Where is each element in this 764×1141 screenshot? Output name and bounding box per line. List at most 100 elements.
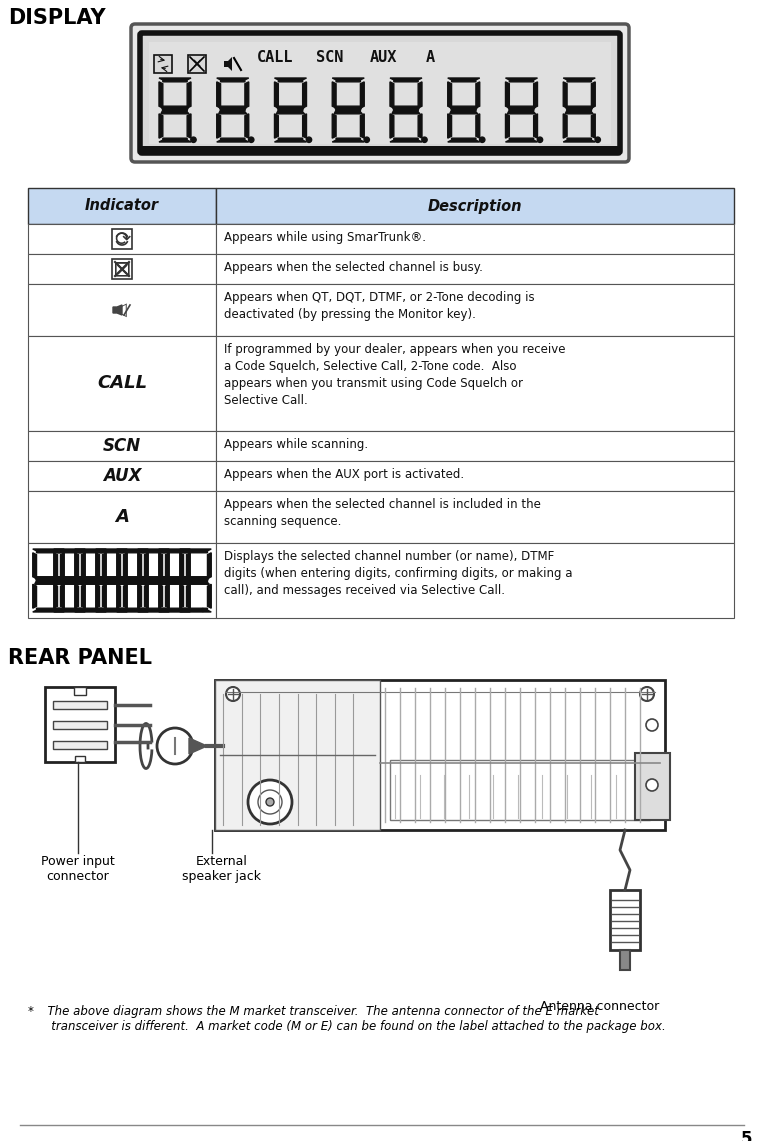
Polygon shape bbox=[144, 584, 148, 608]
Polygon shape bbox=[303, 114, 306, 138]
Polygon shape bbox=[533, 114, 538, 138]
Circle shape bbox=[306, 137, 312, 143]
Polygon shape bbox=[76, 581, 105, 584]
Circle shape bbox=[266, 798, 274, 806]
Polygon shape bbox=[245, 82, 249, 108]
Polygon shape bbox=[390, 82, 393, 108]
Bar bbox=[53, 701, 107, 709]
Polygon shape bbox=[277, 106, 305, 110]
Polygon shape bbox=[224, 57, 232, 71]
Text: The above diagram shows the M market transceiver.  The antenna connector of the : The above diagram shows the M market tra… bbox=[40, 1005, 665, 1033]
Text: Antenna connector: Antenna connector bbox=[540, 1000, 659, 1013]
Polygon shape bbox=[533, 82, 538, 108]
Bar bbox=[215, 680, 380, 830]
Bar bbox=[28, 543, 216, 618]
Polygon shape bbox=[53, 552, 57, 578]
Polygon shape bbox=[166, 552, 170, 578]
Bar bbox=[216, 491, 734, 543]
Bar bbox=[112, 259, 132, 280]
Polygon shape bbox=[138, 549, 170, 552]
Bar bbox=[53, 741, 107, 748]
Polygon shape bbox=[187, 114, 191, 138]
Polygon shape bbox=[563, 78, 595, 82]
Circle shape bbox=[364, 137, 370, 143]
Polygon shape bbox=[332, 114, 336, 138]
Bar bbox=[215, 680, 665, 830]
Text: SCN: SCN bbox=[316, 50, 344, 65]
Text: Appears when QT, DQT, DTMF, or 2-Tone decoding is
deactivated (by pressing the M: Appears when QT, DQT, DTMF, or 2-Tone de… bbox=[224, 291, 535, 321]
Polygon shape bbox=[180, 549, 212, 552]
Polygon shape bbox=[33, 584, 37, 608]
Polygon shape bbox=[117, 552, 121, 578]
Polygon shape bbox=[96, 584, 99, 608]
Polygon shape bbox=[82, 584, 86, 608]
Polygon shape bbox=[217, 82, 221, 108]
Polygon shape bbox=[390, 78, 422, 82]
Polygon shape bbox=[448, 114, 452, 138]
Text: REAR PANEL: REAR PANEL bbox=[8, 648, 152, 667]
Text: Appears when the selected channel is busy.: Appears when the selected channel is bus… bbox=[224, 261, 483, 274]
Polygon shape bbox=[217, 78, 249, 82]
Bar bbox=[620, 950, 630, 970]
Polygon shape bbox=[361, 114, 364, 138]
Polygon shape bbox=[361, 82, 364, 108]
Polygon shape bbox=[303, 82, 306, 108]
Polygon shape bbox=[160, 581, 189, 584]
Polygon shape bbox=[98, 581, 125, 584]
Polygon shape bbox=[219, 106, 247, 110]
Polygon shape bbox=[117, 584, 121, 608]
Polygon shape bbox=[186, 552, 190, 578]
FancyBboxPatch shape bbox=[131, 24, 629, 162]
Polygon shape bbox=[160, 576, 189, 581]
Polygon shape bbox=[113, 305, 122, 315]
Circle shape bbox=[160, 608, 162, 612]
Polygon shape bbox=[186, 584, 190, 608]
Polygon shape bbox=[159, 114, 163, 138]
Polygon shape bbox=[182, 581, 209, 584]
Circle shape bbox=[248, 780, 292, 824]
Polygon shape bbox=[140, 576, 167, 581]
Polygon shape bbox=[208, 552, 212, 578]
Polygon shape bbox=[334, 106, 362, 110]
Polygon shape bbox=[161, 106, 189, 110]
Bar bbox=[635, 753, 670, 820]
Circle shape bbox=[96, 608, 99, 612]
Bar bbox=[45, 687, 115, 762]
Polygon shape bbox=[33, 549, 64, 552]
Bar bbox=[28, 461, 216, 491]
Polygon shape bbox=[506, 138, 538, 141]
Polygon shape bbox=[448, 78, 480, 82]
Text: ✕: ✕ bbox=[192, 57, 202, 71]
Polygon shape bbox=[591, 114, 595, 138]
Polygon shape bbox=[34, 581, 63, 584]
Bar bbox=[216, 543, 734, 618]
Text: Appears when the AUX port is activated.: Appears when the AUX port is activated. bbox=[224, 468, 464, 482]
Polygon shape bbox=[392, 110, 420, 114]
Polygon shape bbox=[33, 552, 37, 578]
Circle shape bbox=[191, 137, 196, 143]
Polygon shape bbox=[187, 82, 191, 108]
Text: ⟳: ⟳ bbox=[114, 229, 130, 249]
Polygon shape bbox=[53, 608, 86, 612]
Polygon shape bbox=[565, 106, 594, 110]
Bar bbox=[28, 188, 216, 224]
Polygon shape bbox=[448, 82, 452, 108]
Circle shape bbox=[180, 608, 183, 612]
Polygon shape bbox=[166, 584, 170, 608]
Polygon shape bbox=[563, 114, 567, 138]
Polygon shape bbox=[75, 584, 79, 608]
Polygon shape bbox=[334, 110, 362, 114]
Polygon shape bbox=[60, 552, 64, 578]
Circle shape bbox=[226, 687, 240, 701]
Text: A: A bbox=[115, 508, 129, 526]
Circle shape bbox=[202, 608, 204, 612]
Polygon shape bbox=[448, 138, 480, 141]
Text: SCN: SCN bbox=[103, 437, 141, 455]
Polygon shape bbox=[159, 138, 191, 141]
Bar bbox=[74, 687, 86, 695]
Polygon shape bbox=[138, 552, 141, 578]
FancyBboxPatch shape bbox=[140, 33, 620, 153]
Polygon shape bbox=[53, 584, 57, 608]
Polygon shape bbox=[450, 106, 478, 110]
Text: DISPLAY: DISPLAY bbox=[8, 8, 105, 29]
